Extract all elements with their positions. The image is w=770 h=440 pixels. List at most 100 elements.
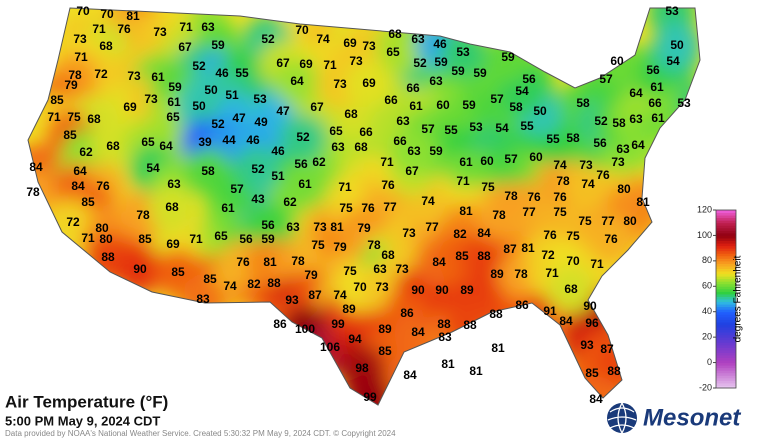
station-temperature: 50 bbox=[192, 99, 206, 113]
station-temperature: 64 bbox=[629, 86, 643, 100]
station-temperature: 90 bbox=[133, 262, 147, 276]
colorbar-step bbox=[716, 354, 736, 358]
station-temperature: 81 bbox=[459, 204, 473, 218]
colorbar-step bbox=[716, 240, 736, 244]
colorbar-step bbox=[716, 222, 736, 226]
station-temperature: 85 bbox=[585, 366, 599, 380]
colorbar-step bbox=[716, 283, 736, 287]
station-temperature: 74 bbox=[581, 177, 595, 191]
colorbar-step bbox=[716, 311, 736, 315]
station-temperature: 77 bbox=[425, 220, 439, 234]
station-temperature: 87 bbox=[308, 288, 322, 302]
colorbar-step bbox=[716, 337, 736, 341]
station-temperature: 62 bbox=[79, 145, 93, 159]
station-temperature: 80 bbox=[623, 214, 637, 228]
station-temperature: 63 bbox=[331, 140, 345, 154]
temperature-blob bbox=[244, 202, 292, 250]
station-temperature: 46 bbox=[246, 133, 260, 147]
station-temperature: 85 bbox=[378, 344, 392, 358]
colorbar-step bbox=[716, 286, 736, 290]
station-temperature: 61 bbox=[409, 99, 423, 113]
colorbar-step bbox=[716, 210, 736, 214]
station-temperature: 77 bbox=[522, 205, 536, 219]
station-temperature: 75 bbox=[311, 238, 325, 252]
colorbar-tick-label: 0 bbox=[707, 357, 712, 367]
colorbar-tick-label: 120 bbox=[697, 204, 712, 214]
station-temperature: 71 bbox=[189, 232, 203, 246]
station-temperature: 81 bbox=[491, 341, 505, 355]
station-temperature: 50 bbox=[533, 104, 547, 118]
station-temperature: 60 bbox=[610, 54, 624, 68]
station-temperature: 71 bbox=[545, 266, 559, 280]
station-temperature: 67 bbox=[310, 100, 324, 114]
station-temperature: 71 bbox=[47, 110, 61, 124]
station-temperature: 84 bbox=[432, 255, 446, 269]
station-temperature: 57 bbox=[230, 182, 244, 196]
station-temperature: 73 bbox=[153, 25, 167, 39]
station-temperature: 63 bbox=[373, 262, 387, 276]
station-temperature: 80 bbox=[95, 221, 109, 235]
station-temperature: 93 bbox=[580, 338, 594, 352]
station-temperature: 67 bbox=[276, 56, 290, 70]
station-temperature: 88 bbox=[101, 250, 115, 264]
colorbar-tick-label: 80 bbox=[702, 255, 712, 265]
station-temperature: 82 bbox=[453, 227, 467, 241]
station-temperature: 63 bbox=[629, 112, 643, 126]
station-temperature: 85 bbox=[81, 195, 95, 209]
station-temperature: 76 bbox=[381, 178, 395, 192]
station-temperature: 68 bbox=[106, 139, 120, 153]
station-temperature: 66 bbox=[406, 81, 420, 95]
colorbar-step bbox=[716, 288, 736, 292]
station-temperature: 77 bbox=[383, 200, 397, 214]
station-temperature: 66 bbox=[359, 125, 373, 139]
station-temperature: 74 bbox=[316, 32, 330, 46]
station-temperature: 84 bbox=[559, 314, 573, 328]
station-temperature: 73 bbox=[144, 92, 158, 106]
station-temperature: 88 bbox=[463, 318, 477, 332]
station-temperature: 73 bbox=[402, 226, 416, 240]
station-temperature: 75 bbox=[343, 264, 357, 278]
station-temperature: 51 bbox=[271, 169, 285, 183]
station-temperature: 69 bbox=[123, 100, 137, 114]
station-temperature: 76 bbox=[236, 255, 250, 269]
station-temperature: 66 bbox=[384, 93, 398, 107]
colorbar-step bbox=[716, 225, 736, 229]
colorbar-step bbox=[716, 281, 736, 285]
station-temperature: 58 bbox=[201, 164, 215, 178]
station-temperature: 79 bbox=[357, 221, 371, 235]
station-temperature: 46 bbox=[271, 144, 285, 158]
station-temperature: 64 bbox=[290, 74, 304, 88]
station-temperature: 65 bbox=[166, 110, 180, 124]
station-temperature: 84 bbox=[411, 325, 425, 339]
station-temperature: 59 bbox=[261, 232, 275, 246]
colorbar-step bbox=[716, 245, 736, 249]
station-temperature: 54 bbox=[515, 84, 529, 98]
colorbar-step bbox=[716, 377, 736, 381]
station-temperature: 73 bbox=[349, 54, 363, 68]
station-temperature: 53 bbox=[677, 96, 691, 110]
station-temperature: 60 bbox=[436, 98, 450, 112]
station-temperature: 80 bbox=[617, 182, 631, 196]
colorbar-step bbox=[716, 321, 736, 325]
station-temperature: 85 bbox=[203, 272, 217, 286]
colorbar-step bbox=[716, 380, 736, 384]
station-temperature: 81 bbox=[263, 255, 277, 269]
station-temperature: 62 bbox=[312, 155, 326, 169]
station-temperature: 76 bbox=[527, 190, 541, 204]
station-temperature: 78 bbox=[514, 267, 528, 281]
station-temperature: 54 bbox=[666, 54, 680, 68]
station-temperature: 86 bbox=[273, 317, 287, 331]
station-temperature: 75 bbox=[553, 205, 567, 219]
station-temperature: 76 bbox=[96, 179, 110, 193]
station-temperature: 69 bbox=[166, 237, 180, 251]
station-temperature: 52 bbox=[251, 162, 265, 176]
station-temperature: 81 bbox=[441, 357, 455, 371]
temperature-blob bbox=[653, 22, 700, 70]
station-temperature: 71 bbox=[338, 180, 352, 194]
station-temperature: 83 bbox=[438, 330, 452, 344]
station-temperature: 58 bbox=[509, 100, 523, 114]
station-temperature: 84 bbox=[589, 392, 603, 406]
temperature-blob bbox=[487, 173, 535, 221]
station-temperature: 76 bbox=[604, 232, 618, 246]
station-temperature: 59 bbox=[473, 66, 487, 80]
